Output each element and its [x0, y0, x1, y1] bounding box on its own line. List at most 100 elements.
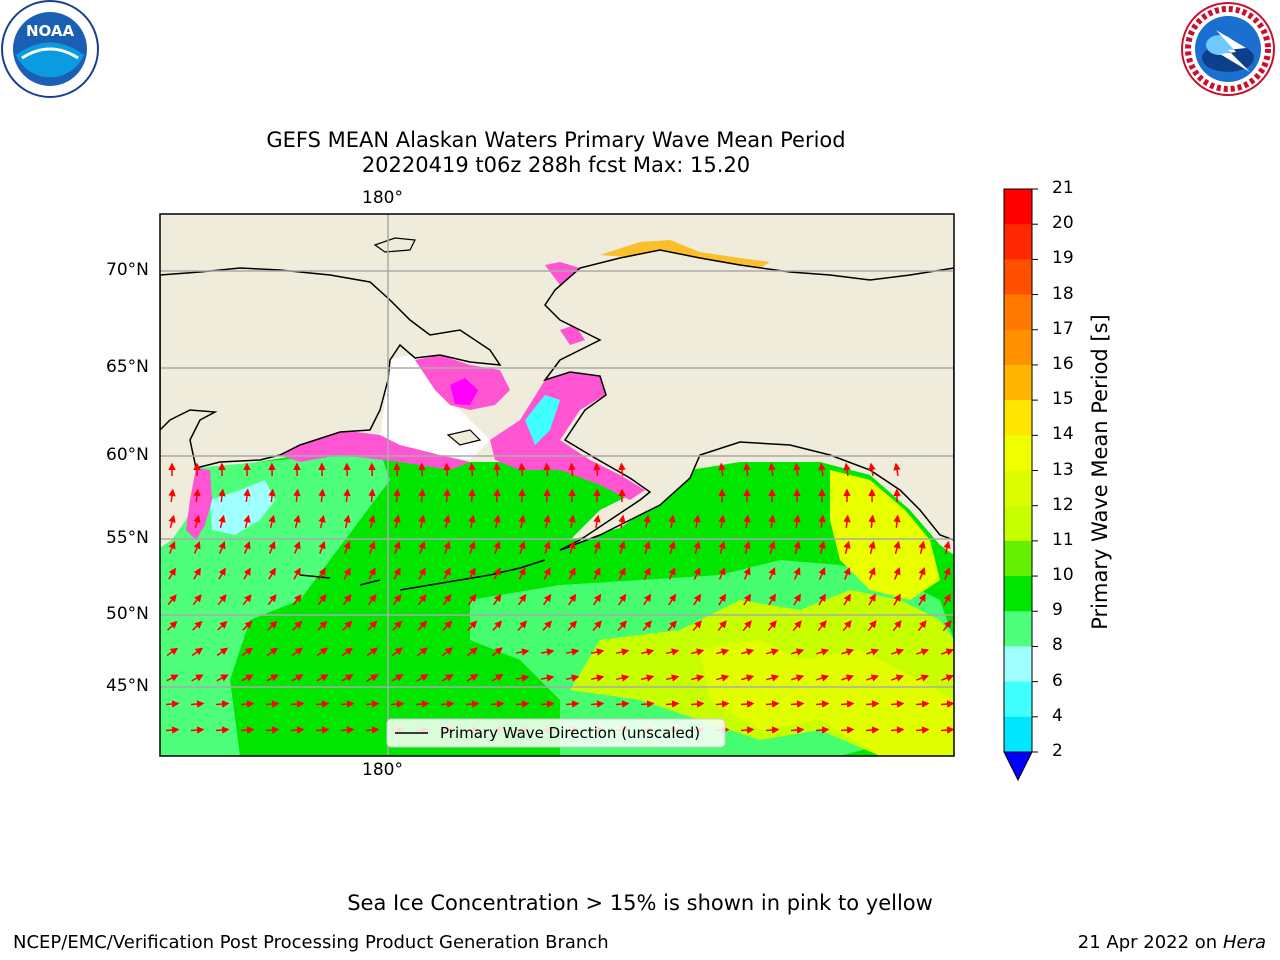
wave-arrow — [593, 514, 601, 529]
wave-arrow — [615, 674, 630, 682]
wave-arrow — [218, 567, 226, 580]
wave-arrow — [592, 620, 603, 631]
wave-arrow — [917, 620, 927, 632]
wave-arrow — [893, 514, 901, 529]
wave-arrow — [441, 647, 453, 657]
wave-arrow — [192, 620, 203, 631]
wave-arrow — [740, 700, 755, 708]
sea-ice-magenta-norton — [450, 378, 478, 405]
wave-arrow — [618, 514, 626, 529]
wave-arrow — [418, 488, 426, 503]
wave-arrow — [166, 647, 179, 657]
colorbar-extend-arrow — [1003, 751, 1033, 782]
wave-arrow — [693, 514, 701, 529]
wave-arrow — [843, 567, 851, 580]
wave-arrow — [640, 700, 655, 708]
wave-arrow — [593, 488, 601, 503]
wave-arrow — [367, 620, 378, 631]
colorbar-tick-label: 17 — [1052, 318, 1074, 339]
wave-arrow — [543, 514, 551, 529]
wave-arrow — [243, 514, 251, 528]
wave-arrow — [293, 514, 301, 529]
colorbar-segment — [1004, 329, 1032, 366]
wave-arrow — [665, 648, 680, 656]
wave-arrow — [465, 700, 480, 708]
colorbar-segment — [1004, 611, 1032, 647]
wave-arrow — [365, 700, 380, 708]
wave-arrow — [893, 540, 901, 554]
wave-arrow — [568, 488, 576, 503]
wave-arrow — [293, 541, 301, 554]
wave-arrow — [318, 488, 326, 503]
wave-arrow — [743, 462, 751, 477]
wave-arrow — [843, 593, 851, 606]
wave-arrow — [242, 594, 252, 606]
wave-arrow — [215, 726, 230, 734]
wave-arrow — [268, 488, 276, 503]
wave-arrow — [843, 540, 851, 554]
colorbar-segment — [1004, 576, 1032, 612]
wave-arrow — [468, 540, 476, 554]
wave-arrow — [518, 540, 526, 554]
wave-arrow — [790, 700, 805, 708]
wave-arrow — [565, 648, 580, 656]
wave-arrow — [640, 648, 655, 656]
wave-arrow — [367, 593, 377, 606]
land-wrangel — [373, 237, 416, 253]
wave-arrow — [768, 593, 776, 606]
wave-arrow — [943, 540, 951, 555]
colorbar-tick-label: 13 — [1052, 459, 1074, 480]
wave-arrow — [467, 593, 477, 606]
wave-arrow — [593, 593, 602, 606]
wave-arrow — [742, 620, 752, 632]
wave-arrow — [918, 593, 926, 606]
wave-arrow — [890, 726, 905, 734]
wave-arrow — [817, 620, 827, 632]
wave-arrow — [943, 593, 951, 606]
wave-arrow — [940, 700, 954, 708]
wave-arrow — [266, 674, 279, 682]
wave-arrow — [793, 540, 801, 554]
wave-arrow — [593, 462, 601, 477]
wave-arrow — [468, 488, 476, 503]
wave-arrow — [743, 540, 751, 554]
wave-arrow — [366, 674, 379, 682]
wave-arrow — [216, 674, 229, 682]
wave-arrow — [368, 514, 376, 529]
wave-arrow — [818, 593, 826, 606]
wave-arrow — [393, 514, 401, 529]
wave-arrow — [691, 648, 705, 656]
wave-arrow — [568, 514, 576, 529]
wave-arrow — [343, 488, 351, 503]
wave-arrow — [615, 700, 630, 708]
sea-ice-cyan-bristol — [525, 395, 560, 445]
wave-arrow — [717, 620, 727, 632]
colorbar-tick-label: 9 — [1052, 600, 1063, 621]
ocean-yellow — [830, 470, 940, 600]
nws-logo — [1181, 2, 1275, 96]
wave-arrow — [343, 541, 351, 554]
colorbar-segment — [1004, 224, 1032, 260]
wave-arrow — [693, 593, 702, 606]
wave-arrow — [243, 567, 251, 580]
wave-arrow — [468, 514, 476, 529]
wave-arrow — [568, 567, 576, 580]
wave-arrow — [493, 462, 501, 477]
footer-host: Hera — [1222, 932, 1266, 953]
wave-arrow — [818, 540, 826, 554]
colorbar-segment — [1004, 435, 1032, 471]
wave-arrow — [217, 594, 227, 606]
wave-arrow — [567, 620, 578, 631]
wave-arrow — [418, 567, 426, 580]
colorbar-segment — [1004, 681, 1032, 718]
land-alaska — [542, 249, 954, 551]
colorbar-segment — [1004, 540, 1032, 577]
wave-arrow — [891, 648, 905, 656]
wave-arrow — [391, 674, 404, 682]
wave-arrow — [268, 514, 276, 528]
colorbar-tick-label: 8 — [1052, 635, 1063, 656]
wave-arrow — [568, 540, 576, 554]
wave-arrow — [565, 674, 580, 682]
wave-arrow — [665, 700, 680, 708]
